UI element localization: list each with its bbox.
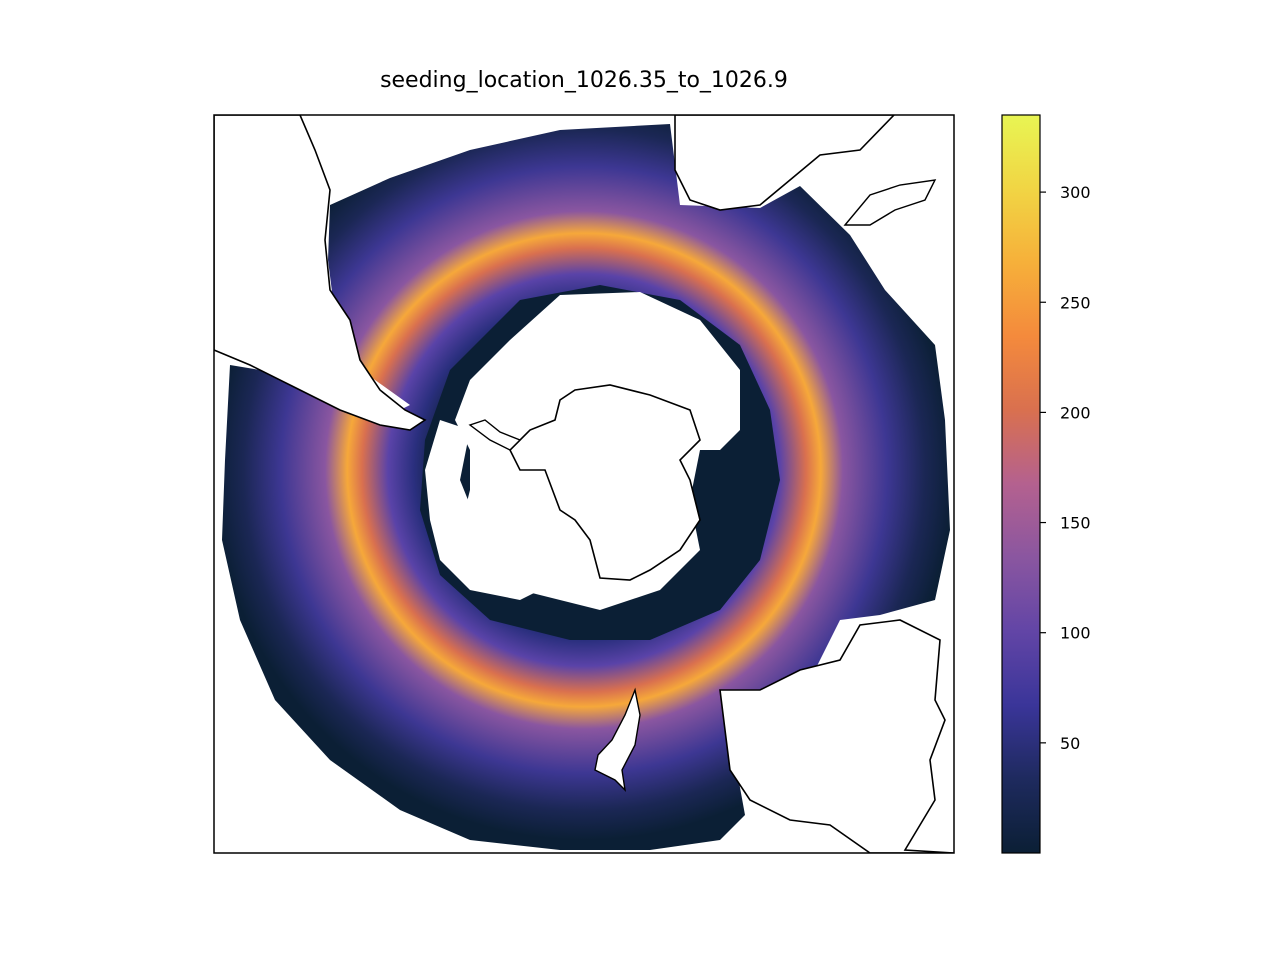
colorbar-tick-label: 250 <box>1060 293 1091 312</box>
plot-title: seeding_location_1026.35_to_1026.9 <box>380 68 788 93</box>
colorbar-tick-label: 50 <box>1060 734 1080 753</box>
australia-landmass <box>719 619 954 853</box>
colorbar-tick-label: 150 <box>1060 514 1091 533</box>
antarctic-peninsula <box>468 419 522 451</box>
colorbar-gradient <box>1001 114 1041 854</box>
south-america-landmass <box>214 115 427 431</box>
new-zealand <box>594 687 641 792</box>
gap-region-2 <box>425 420 540 600</box>
colorbar-tick-label: 200 <box>1060 403 1091 422</box>
colorbar-tick-label: 100 <box>1060 624 1091 643</box>
colorbar: 50 100 150 200 250 300 <box>1001 114 1091 854</box>
colorbar-tick-label: 300 <box>1060 183 1091 202</box>
africa-landmass <box>674 115 896 211</box>
colorbar-ticks: 50 100 150 200 250 300 <box>1040 183 1091 753</box>
map-area <box>214 115 954 853</box>
map-frame <box>213 114 955 854</box>
madagascar <box>843 179 937 226</box>
